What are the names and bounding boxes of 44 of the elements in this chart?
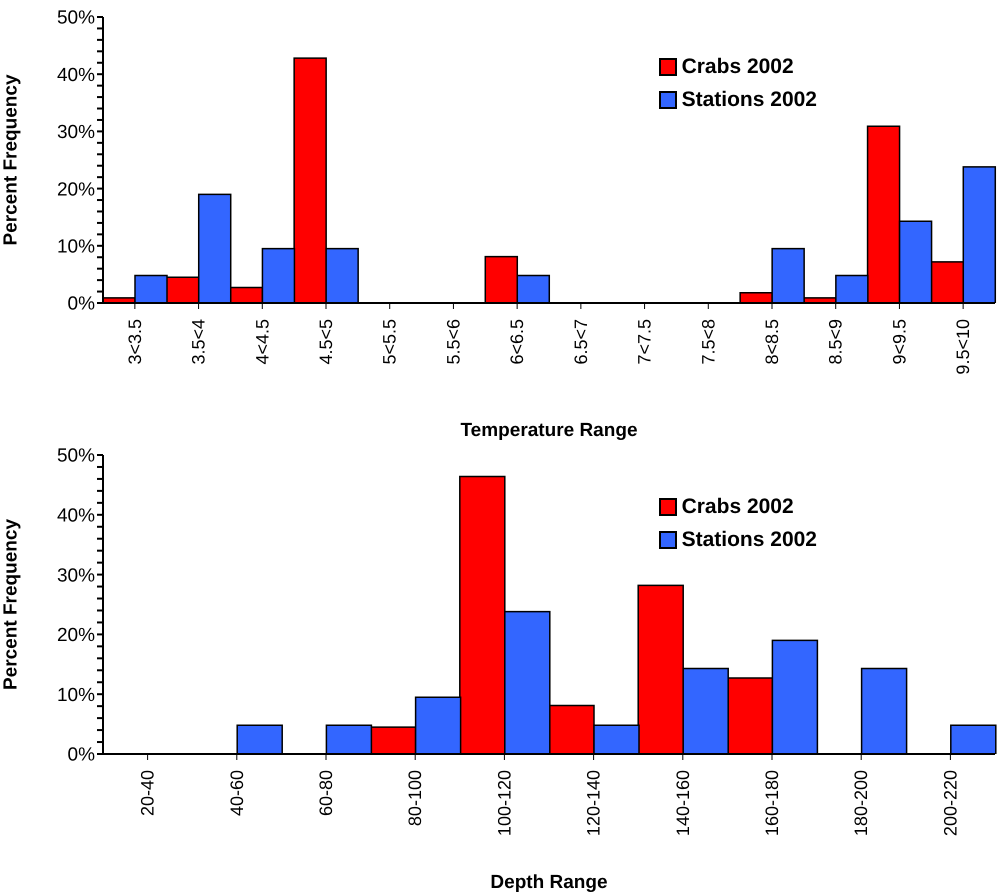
x-tick-label: 3.5<4 (188, 319, 209, 365)
x-tick-label: 9.5<10 (953, 319, 974, 375)
x-tick-label: 160-180 (762, 770, 782, 836)
y-tick-label: 30% (56, 122, 96, 144)
legend-label: Crabs 2002 (682, 54, 794, 78)
x-tick-label: 9<9.5 (889, 319, 910, 365)
y-tick-label: 20% (56, 179, 96, 200)
legend-label: Stations 2002 (682, 88, 817, 112)
x-tick-label: 4.5<5 (316, 319, 336, 365)
x-axis-title: Temperature Range (460, 420, 638, 441)
x-tick-label: 80-100 (405, 770, 426, 826)
x-tick-label: 6.5<7 (570, 319, 591, 365)
x-tick-label: 8.5<9 (826, 319, 846, 365)
y-axis-title: Percent Frequency (0, 74, 22, 246)
legend-label: Stations 2002 (682, 528, 817, 552)
x-tick-label: 20-40 (138, 770, 158, 816)
x-tick-label: 120-140 (584, 770, 604, 836)
x-tick-label: 180-200 (851, 770, 872, 836)
x-tick-label: 7<7.5 (634, 319, 655, 365)
y-tick-label: 10% (56, 684, 96, 706)
legend-label: Crabs 2002 (682, 494, 794, 518)
y-tick-label: 40% (56, 64, 96, 86)
x-axis-title: Depth Range (490, 872, 608, 892)
x-tick-label: 5<5.5 (380, 319, 400, 365)
x-tick-label: 7.5<8 (698, 319, 718, 365)
x-tick-label: 3<3.5 (124, 319, 145, 365)
x-tick-label: 140-160 (672, 770, 693, 836)
x-tick-label: 5.5<6 (443, 319, 464, 365)
x-tick-label: 4<4.5 (252, 319, 272, 365)
x-tick-label: 6<6.5 (507, 319, 528, 365)
x-tick-label: 8<8.5 (762, 319, 782, 365)
y-tick-label: 0% (68, 744, 96, 766)
x-tick-label: 200-220 (940, 770, 960, 836)
y-tick-label: 0% (68, 294, 96, 315)
x-tick-label: 60-80 (316, 770, 336, 816)
x-tick-label: 40-60 (226, 770, 247, 816)
y-tick-label: 10% (56, 236, 96, 258)
y-tick-label: 50% (56, 8, 96, 29)
y-tick-label: 30% (56, 565, 96, 586)
y-axis-title: Percent Frequency (0, 518, 22, 690)
y-tick-label: 20% (56, 625, 96, 646)
y-tick-label: 40% (56, 506, 96, 527)
y-tick-label: 50% (56, 446, 96, 467)
x-tick-label: 100-120 (494, 770, 514, 836)
